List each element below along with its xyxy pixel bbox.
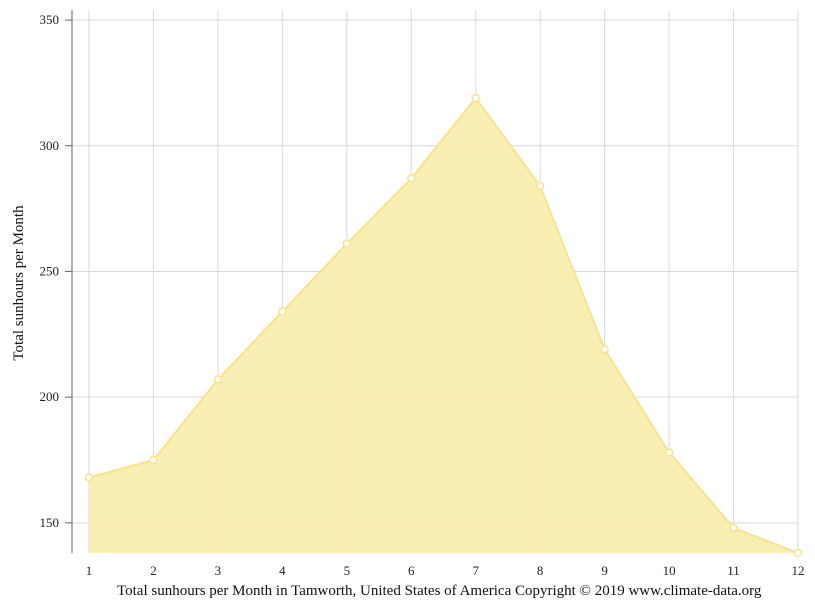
x-tick-label-5: 5 bbox=[344, 563, 351, 578]
data-point-5[interactable] bbox=[342, 239, 352, 249]
data-point-11[interactable] bbox=[729, 523, 738, 533]
x-tick-label-6: 6 bbox=[408, 563, 415, 578]
y-tick-labels: 150 200 250 300 350 bbox=[40, 12, 72, 530]
x-tick-label-10: 10 bbox=[663, 563, 676, 578]
x-tick-label-12: 12 bbox=[792, 563, 805, 578]
x-tick-label-9: 9 bbox=[601, 563, 608, 578]
data-point-12[interactable] bbox=[793, 548, 803, 558]
data-point-1[interactable] bbox=[84, 473, 94, 482]
data-point-2[interactable] bbox=[149, 455, 158, 465]
sunhours-area bbox=[89, 97, 798, 553]
x-tick-label-2: 2 bbox=[150, 563, 157, 578]
y-axis-label: Total sunhours per Month bbox=[11, 205, 27, 361]
data-point-9[interactable] bbox=[600, 345, 609, 354]
y-tick-label-300: 300 bbox=[40, 138, 60, 153]
y-tick-label-350: 350 bbox=[40, 12, 60, 27]
x-tick-label-8: 8 bbox=[537, 563, 544, 578]
sunhours-line bbox=[88, 96, 799, 554]
data-point-10[interactable] bbox=[664, 448, 674, 457]
y-tick-label-250: 250 bbox=[40, 263, 60, 278]
y-tick-label-150: 150 bbox=[40, 515, 60, 530]
data-point-3[interactable] bbox=[213, 375, 223, 384]
chart-caption: Total sunhours per Month in Tamworth, Un… bbox=[117, 583, 762, 599]
x-tick-label-1: 1 bbox=[86, 563, 93, 578]
data-point-7[interactable] bbox=[471, 93, 480, 103]
data-point-6[interactable] bbox=[407, 174, 416, 183]
data-point-8[interactable] bbox=[535, 181, 545, 191]
data-point-4[interactable] bbox=[278, 307, 287, 316]
x-tick-labels: 1 2 3 4 5 6 7 8 9 10 11 12 bbox=[86, 563, 805, 578]
x-tick-label-11: 11 bbox=[727, 563, 740, 578]
x-tick-label-7: 7 bbox=[472, 563, 479, 578]
x-tick-label-3: 3 bbox=[215, 563, 222, 578]
x-tick-label-4: 4 bbox=[279, 563, 286, 578]
data-points bbox=[84, 93, 803, 558]
y-tick-label-200: 200 bbox=[40, 389, 60, 404]
